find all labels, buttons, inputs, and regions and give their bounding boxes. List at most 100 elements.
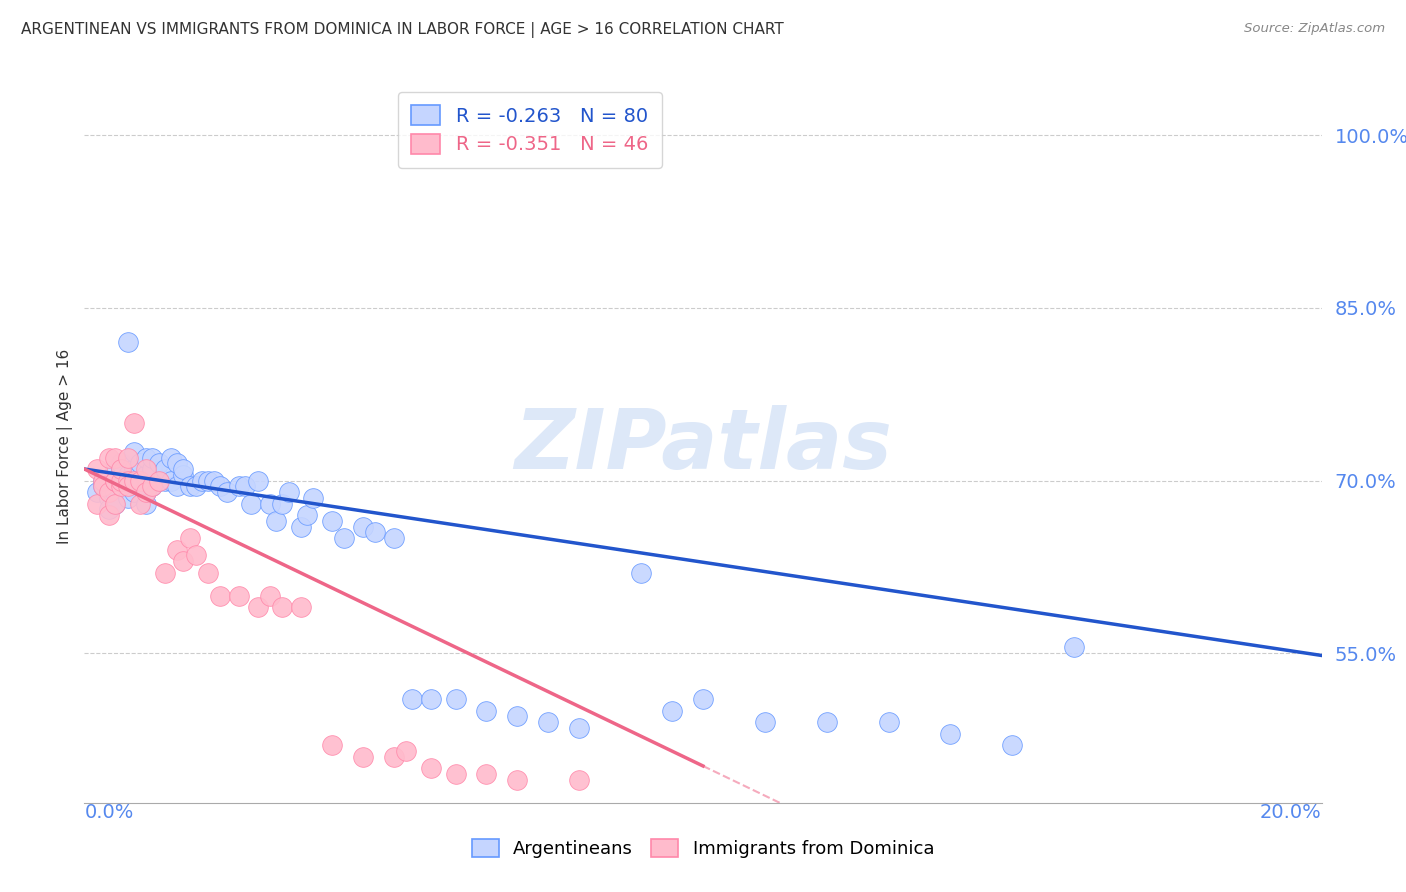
Point: [117, 491, 139, 505]
Point: [98, 491, 121, 505]
Point: [259, 589, 281, 603]
Point: [117, 479, 139, 493]
Point: [153, 566, 176, 580]
Point: [141, 479, 163, 493]
Point: [290, 600, 312, 615]
Text: 0.0%: 0.0%: [84, 803, 134, 822]
Point: [104, 474, 127, 488]
Point: [271, 497, 294, 511]
Point: [141, 462, 163, 476]
Point: [537, 715, 560, 730]
Point: [661, 704, 683, 718]
Point: [382, 749, 405, 764]
Point: [86, 462, 108, 476]
Point: [135, 485, 157, 500]
Point: [568, 772, 591, 787]
Point: [117, 474, 139, 488]
Point: [321, 738, 343, 752]
Point: [135, 467, 157, 482]
Point: [352, 519, 374, 533]
Point: [129, 456, 152, 470]
Point: [129, 474, 152, 488]
Point: [1001, 738, 1024, 752]
Legend: Argentineans, Immigrants from Dominica: Argentineans, Immigrants from Dominica: [464, 831, 942, 865]
Point: [91, 474, 114, 488]
Point: [419, 692, 441, 706]
Point: [135, 497, 157, 511]
Point: [172, 467, 194, 482]
Point: [135, 485, 157, 500]
Point: [197, 566, 219, 580]
Point: [122, 474, 145, 488]
Point: [98, 450, 121, 465]
Point: [122, 474, 145, 488]
Point: [110, 474, 132, 488]
Point: [104, 485, 127, 500]
Point: [321, 514, 343, 528]
Point: [160, 450, 183, 465]
Point: [382, 531, 405, 545]
Point: [148, 456, 170, 470]
Point: [98, 502, 121, 516]
Point: [302, 491, 325, 505]
Point: [419, 761, 441, 775]
Point: [1063, 640, 1085, 655]
Point: [98, 474, 121, 488]
Point: [104, 474, 127, 488]
Point: [179, 479, 201, 493]
Point: [264, 514, 287, 528]
Point: [352, 749, 374, 764]
Point: [104, 462, 127, 476]
Point: [333, 531, 356, 545]
Point: [104, 497, 127, 511]
Point: [506, 709, 529, 723]
Point: [153, 462, 176, 476]
Point: [172, 554, 194, 568]
Point: [295, 508, 318, 522]
Point: [475, 767, 498, 781]
Point: [91, 479, 114, 493]
Text: 20.0%: 20.0%: [1260, 803, 1322, 822]
Point: [215, 485, 238, 500]
Point: [110, 474, 132, 488]
Point: [568, 721, 591, 735]
Point: [939, 727, 962, 741]
Point: [122, 485, 145, 500]
Point: [184, 549, 207, 563]
Point: [160, 474, 183, 488]
Point: [240, 497, 263, 511]
Point: [246, 474, 269, 488]
Point: [110, 479, 132, 493]
Point: [117, 450, 139, 465]
Point: [122, 462, 145, 476]
Point: [129, 462, 152, 476]
Point: [277, 485, 299, 500]
Point: [110, 456, 132, 470]
Point: [202, 474, 225, 488]
Point: [135, 462, 157, 476]
Point: [91, 479, 114, 493]
Point: [184, 479, 207, 493]
Point: [129, 479, 152, 493]
Point: [153, 474, 176, 488]
Point: [104, 450, 127, 465]
Point: [91, 474, 114, 488]
Point: [110, 462, 132, 476]
Point: [444, 692, 467, 706]
Point: [259, 497, 281, 511]
Point: [129, 497, 152, 511]
Text: ZIPatlas: ZIPatlas: [515, 406, 891, 486]
Point: [401, 692, 423, 706]
Point: [148, 474, 170, 488]
Point: [122, 444, 145, 458]
Point: [444, 767, 467, 781]
Point: [122, 416, 145, 430]
Point: [475, 704, 498, 718]
Point: [166, 456, 188, 470]
Point: [135, 450, 157, 465]
Point: [228, 589, 250, 603]
Point: [364, 525, 387, 540]
Point: [395, 744, 418, 758]
Point: [98, 485, 121, 500]
Point: [754, 715, 776, 730]
